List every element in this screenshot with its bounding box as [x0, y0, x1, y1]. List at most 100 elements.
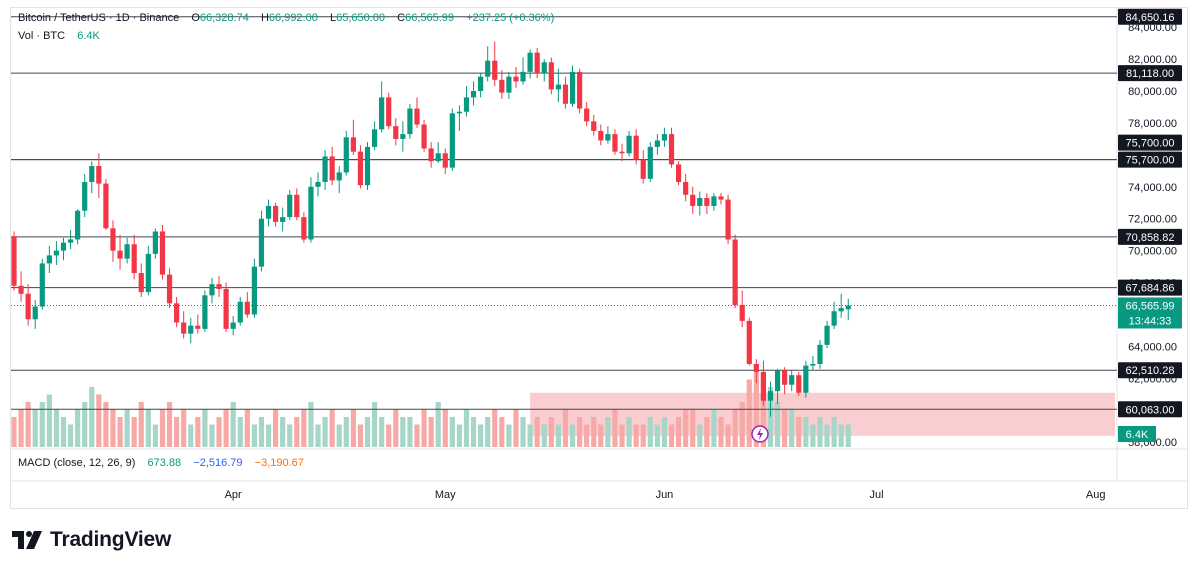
- volume-bar: [845, 424, 851, 447]
- volume-bar: [470, 417, 477, 447]
- candle-body: [124, 244, 130, 259]
- level-label: 75,700.00: [1126, 138, 1175, 150]
- volume-bar: [817, 417, 823, 447]
- volume-bar: [661, 417, 668, 447]
- candle-body: [379, 97, 385, 130]
- volume-bar: [577, 417, 583, 447]
- volume-bar: [237, 417, 243, 447]
- volume-bar: [53, 409, 60, 447]
- candle-body: [633, 135, 639, 160]
- volume-label[interactable]: Vol · BTC: [18, 30, 66, 42]
- candle-body: [25, 293, 31, 320]
- candle-body: [442, 153, 448, 168]
- candle-body: [760, 371, 767, 401]
- candle-body: [96, 166, 102, 184]
- x-tick-label: Aug: [1086, 489, 1106, 501]
- volume-bar: [683, 409, 689, 447]
- candle-body: [46, 255, 52, 264]
- candle-body: [75, 210, 81, 240]
- volume-bar: [442, 409, 448, 447]
- candle-body: [647, 146, 653, 179]
- y-tick-label: 74,000.00: [1128, 182, 1177, 194]
- volume-bar: [131, 417, 137, 447]
- candle-body: [294, 194, 300, 218]
- volume-bar: [60, 417, 67, 447]
- volume-bar: [138, 402, 144, 447]
- candle-body: [407, 108, 413, 135]
- low-value: 65,650.00: [336, 12, 386, 24]
- volume-bar: [280, 417, 286, 447]
- candle-body: [11, 236, 17, 286]
- volume-bar: [675, 417, 682, 447]
- candle-body: [223, 288, 229, 329]
- candle-body: [322, 156, 328, 183]
- volume-bar: [803, 417, 809, 447]
- candle-body: [371, 129, 378, 147]
- macd-label[interactable]: MACD (close, 12, 26, 9): [18, 457, 136, 469]
- candle-body: [272, 205, 279, 222]
- candle-body: [548, 62, 554, 90]
- candle-body: [725, 199, 731, 240]
- brand[interactable]: TradingView: [12, 528, 171, 552]
- volume-bar: [223, 409, 229, 447]
- candle-body: [520, 71, 526, 82]
- level-label: 75,700.00: [1126, 155, 1175, 167]
- candle-body: [485, 60, 491, 77]
- open-label: O: [191, 12, 200, 24]
- volume-bar: [633, 424, 639, 447]
- candle-body: [39, 263, 45, 307]
- volume-bar: [343, 417, 349, 447]
- volume-bar: [67, 424, 74, 447]
- volume-bar: [690, 409, 696, 447]
- candle-body: [258, 218, 265, 267]
- volume-bar: [463, 409, 470, 447]
- countdown-label: 13:44:33: [1129, 315, 1172, 327]
- volume-bar: [272, 409, 279, 447]
- volume-bar: [25, 402, 31, 447]
- change-value: +237.25 (+0.36%): [466, 12, 555, 24]
- volume-bar: [386, 424, 392, 447]
- volume-value: 6.4K: [77, 30, 100, 42]
- volume-bar: [725, 424, 731, 447]
- level-label-box: [1118, 134, 1182, 151]
- volume-bar: [746, 379, 752, 447]
- candle-body: [845, 305, 851, 310]
- candle-body: [704, 197, 710, 206]
- volume-bar: [265, 424, 272, 447]
- candle-body: [287, 194, 293, 218]
- chart-frame: [10, 7, 1188, 509]
- volume-bar: [428, 417, 434, 447]
- volume-axis-label: 6.4K: [1126, 429, 1149, 441]
- y-tick-label: 82,000.00: [1128, 54, 1177, 66]
- y-tick-label: 64,000.00: [1128, 341, 1177, 353]
- lightning-bolt-icon: [757, 428, 763, 440]
- candle-body: [244, 301, 250, 315]
- candle-body: [555, 84, 561, 90]
- x-tick-label: Jul: [870, 489, 884, 501]
- symbol-label[interactable]: Bitcoin / TetherUS · 1D · Binance: [18, 12, 180, 24]
- candle-body: [449, 113, 455, 168]
- candle-body: [683, 182, 689, 195]
- candle-body: [216, 284, 222, 289]
- candle-body: [774, 370, 781, 392]
- volume-bar: [350, 409, 356, 447]
- candle-body: [202, 295, 208, 329]
- candle-body: [301, 217, 307, 240]
- volume-bar: [315, 424, 321, 447]
- volume-bar: [188, 424, 194, 447]
- macd-hist-value: 673.88: [147, 457, 182, 469]
- candle-body: [350, 137, 356, 152]
- volume-bar: [541, 424, 547, 447]
- candle-body: [117, 250, 123, 259]
- tradingview-logo-icon: [12, 531, 42, 549]
- level-label: 84,650.16: [1126, 12, 1175, 24]
- candle-body: [60, 242, 67, 251]
- volume-bar: [626, 417, 632, 447]
- macd-signal-value: −3,190.67: [254, 457, 304, 469]
- candle-body: [152, 231, 158, 254]
- candle-body: [67, 239, 74, 243]
- y-tick-label: 80,000.00: [1128, 86, 1177, 98]
- y-tick-label: 84,000.00: [1128, 22, 1177, 34]
- volume-bar: [640, 424, 646, 447]
